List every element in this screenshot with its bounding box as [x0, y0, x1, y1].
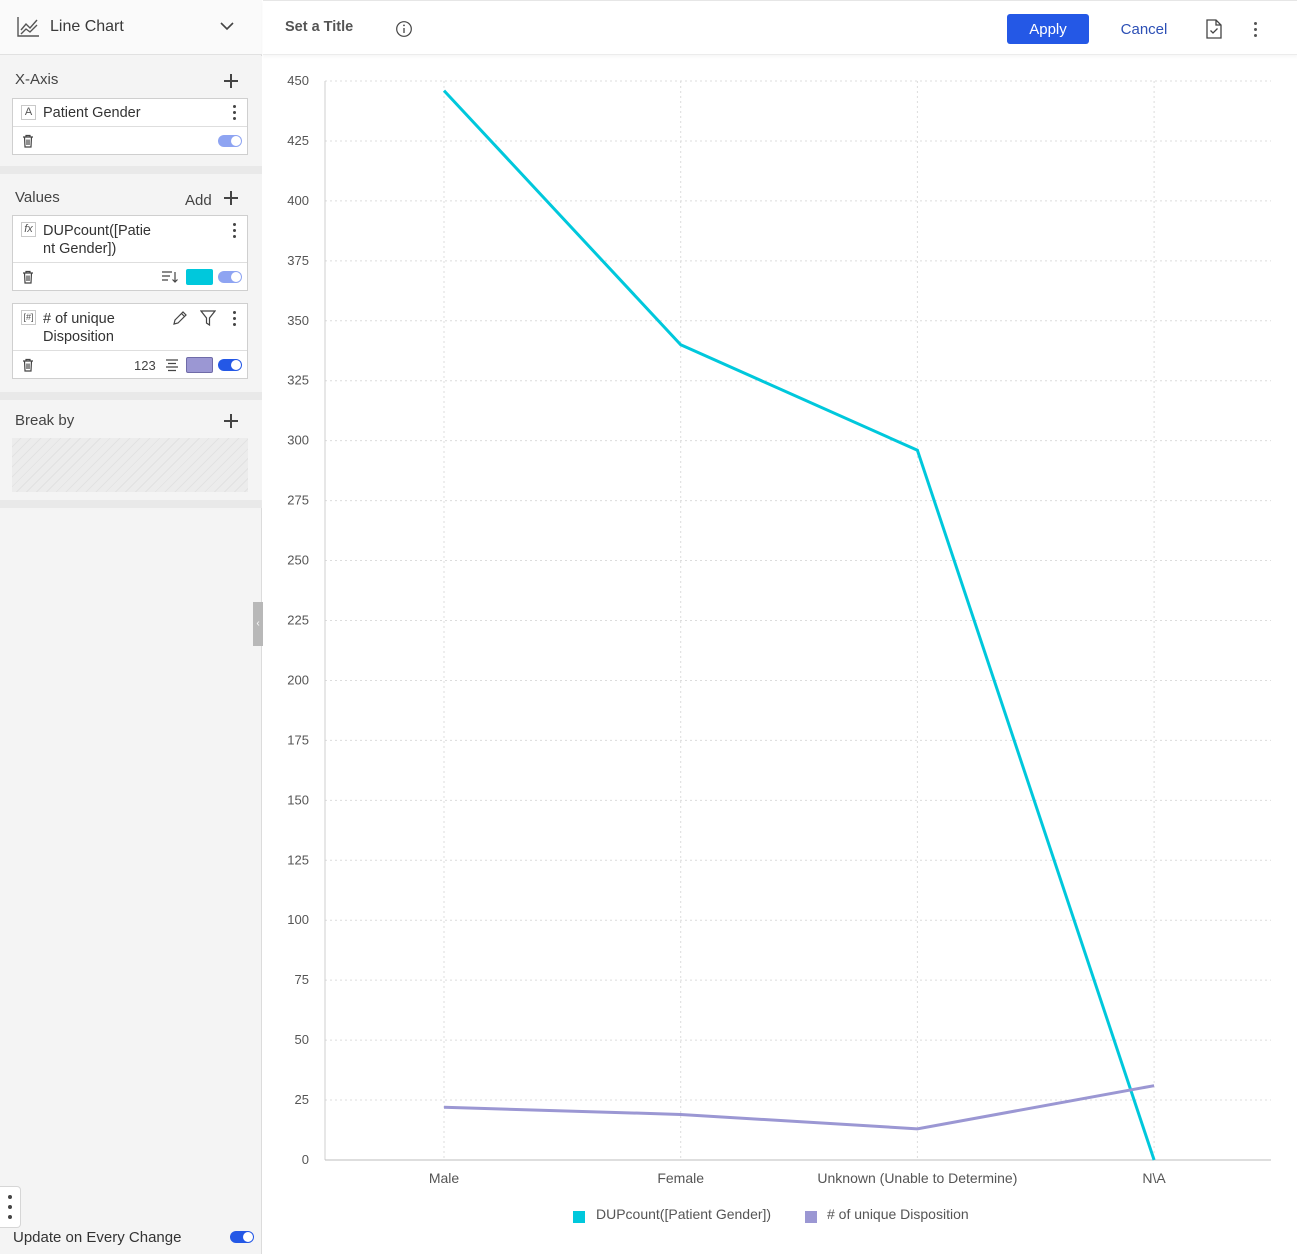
align-center-icon[interactable]: [165, 358, 179, 372]
filter-icon[interactable]: [200, 309, 216, 327]
legend-swatch-series-1: [573, 1211, 585, 1223]
y-tick-label: 275: [287, 493, 309, 508]
y-tick-label: 100: [287, 912, 309, 927]
y-tick-label: 150: [287, 792, 309, 807]
formula-type-badge: fx: [21, 222, 36, 237]
trash-icon[interactable]: [22, 270, 34, 284]
add-value-label[interactable]: Add: [185, 192, 212, 209]
value-field-name-line1: DUPcount([Patie: [43, 223, 151, 239]
x-tick-label: Female: [657, 1170, 704, 1186]
cancel-button[interactable]: Cancel: [1111, 14, 1177, 44]
chart-area: 0 25 50 75 100 125 150 175 200 225 250 275 300 325 350…: [263, 56, 1297, 1254]
value-field-card-1[interactable]: fx DUPcount([Patie nt Gender]): [12, 215, 248, 291]
chart-type-label: Line Chart: [50, 18, 124, 35]
numeric-type-badge: [#]: [21, 310, 36, 325]
number-format-label[interactable]: 123: [134, 358, 156, 373]
x-axis-field-toggle[interactable]: [218, 135, 242, 147]
text-type-badge: A: [21, 105, 36, 120]
values-section: Values Add fx DUPcount([Patie nt Gender]…: [0, 174, 262, 392]
y-tick-label: 325: [287, 373, 309, 388]
x-axis-title: X-Axis: [15, 71, 59, 88]
x-axis-section: X-Axis A Patient Gender: [0, 56, 262, 166]
section-divider: [0, 500, 262, 508]
add-x-axis-plus-icon[interactable]: [224, 74, 238, 88]
collapse-panel-handle[interactable]: ‹: [253, 602, 263, 646]
value-field-toggle[interactable]: [218, 359, 242, 371]
y-tick-label: 400: [287, 193, 309, 208]
line-chart: 0 25 50 75 100 125 150 175 200 225 250 275 300 325 350…: [287, 73, 1271, 1186]
value-field-name-line2: nt Gender]): [43, 241, 117, 257]
pencil-icon[interactable]: [171, 309, 189, 327]
chart-type-picker[interactable]: Line Chart: [0, 0, 262, 55]
y-tick-label: 250: [287, 553, 309, 568]
y-tick-label: 25: [295, 1092, 309, 1107]
value-field-name-line1: # of unique: [43, 311, 115, 327]
options-kebab-icon[interactable]: [0, 1186, 21, 1228]
add-break-by-plus-icon[interactable]: [224, 414, 238, 428]
y-tick-label: 375: [287, 253, 309, 268]
field-menu-kebab-icon[interactable]: [233, 105, 237, 121]
apply-button[interactable]: Apply: [1007, 14, 1089, 44]
values-title: Values: [15, 189, 60, 206]
widget-title[interactable]: Set a Title: [285, 19, 354, 35]
series-color-swatch[interactable]: [186, 269, 213, 285]
value-field-card-2[interactable]: [#] # of unique Disposition 123: [12, 303, 248, 379]
field-menu-kebab-icon[interactable]: [233, 223, 237, 239]
y-tick-label: 125: [287, 852, 309, 867]
chevron-down-icon: [220, 22, 234, 31]
value-field-toggle[interactable]: [218, 271, 242, 283]
y-tick-label: 425: [287, 133, 309, 148]
y-tick-label: 450: [287, 73, 309, 88]
sort-icon[interactable]: [161, 270, 179, 284]
update-on-change-toggle[interactable]: [230, 1231, 254, 1243]
widget-header: Set a Title Apply Cancel: [263, 0, 1297, 55]
field-menu-kebab-icon[interactable]: [233, 311, 237, 327]
update-on-change-label: Update on Every Change: [13, 1229, 182, 1246]
series-color-swatch[interactable]: [186, 357, 213, 373]
y-tick-label: 175: [287, 732, 309, 747]
add-value-plus-icon[interactable]: [224, 191, 238, 205]
value-field-name-line2: Disposition: [43, 329, 114, 345]
y-tick-label: 0: [302, 1152, 309, 1167]
y-tick-label: 75: [295, 972, 309, 987]
x-axis-field-card[interactable]: A Patient Gender: [12, 98, 248, 155]
y-tick-label: 200: [287, 672, 309, 687]
trash-icon[interactable]: [22, 134, 34, 148]
x-tick-label: Unknown (Unable to Determine): [817, 1170, 1017, 1186]
break-by-title: Break by: [15, 412, 75, 429]
trash-icon[interactable]: [22, 358, 34, 372]
legend-swatch-series-2: [805, 1211, 817, 1223]
y-tick-label: 350: [287, 313, 309, 328]
y-tick-label: 300: [287, 433, 309, 448]
x-tick-label: Male: [429, 1170, 460, 1186]
x-axis-field-name: Patient Gender: [43, 105, 141, 121]
series-line-1: [442, 89, 1156, 1161]
info-icon[interactable]: [395, 20, 413, 38]
break-by-drop-zone[interactable]: [12, 438, 248, 492]
y-tick-label: 225: [287, 613, 309, 628]
line-chart-icon: [17, 17, 39, 37]
x-tick-label: N\A: [1142, 1170, 1166, 1186]
section-divider: [0, 392, 262, 400]
settings-sidebar: Line Chart X-Axis A Patient Gender Value…: [0, 0, 263, 1254]
legend-label-series-1[interactable]: DUPcount([Patient Gender]): [596, 1206, 772, 1222]
document-check-icon[interactable]: [1205, 19, 1223, 39]
more-options-kebab-icon[interactable]: [1254, 22, 1257, 40]
legend-label-series-2[interactable]: # of unique Disposition: [827, 1206, 969, 1222]
series-line-2: [443, 1084, 1155, 1131]
y-tick-label: 50: [295, 1032, 309, 1047]
section-divider: [0, 166, 262, 174]
